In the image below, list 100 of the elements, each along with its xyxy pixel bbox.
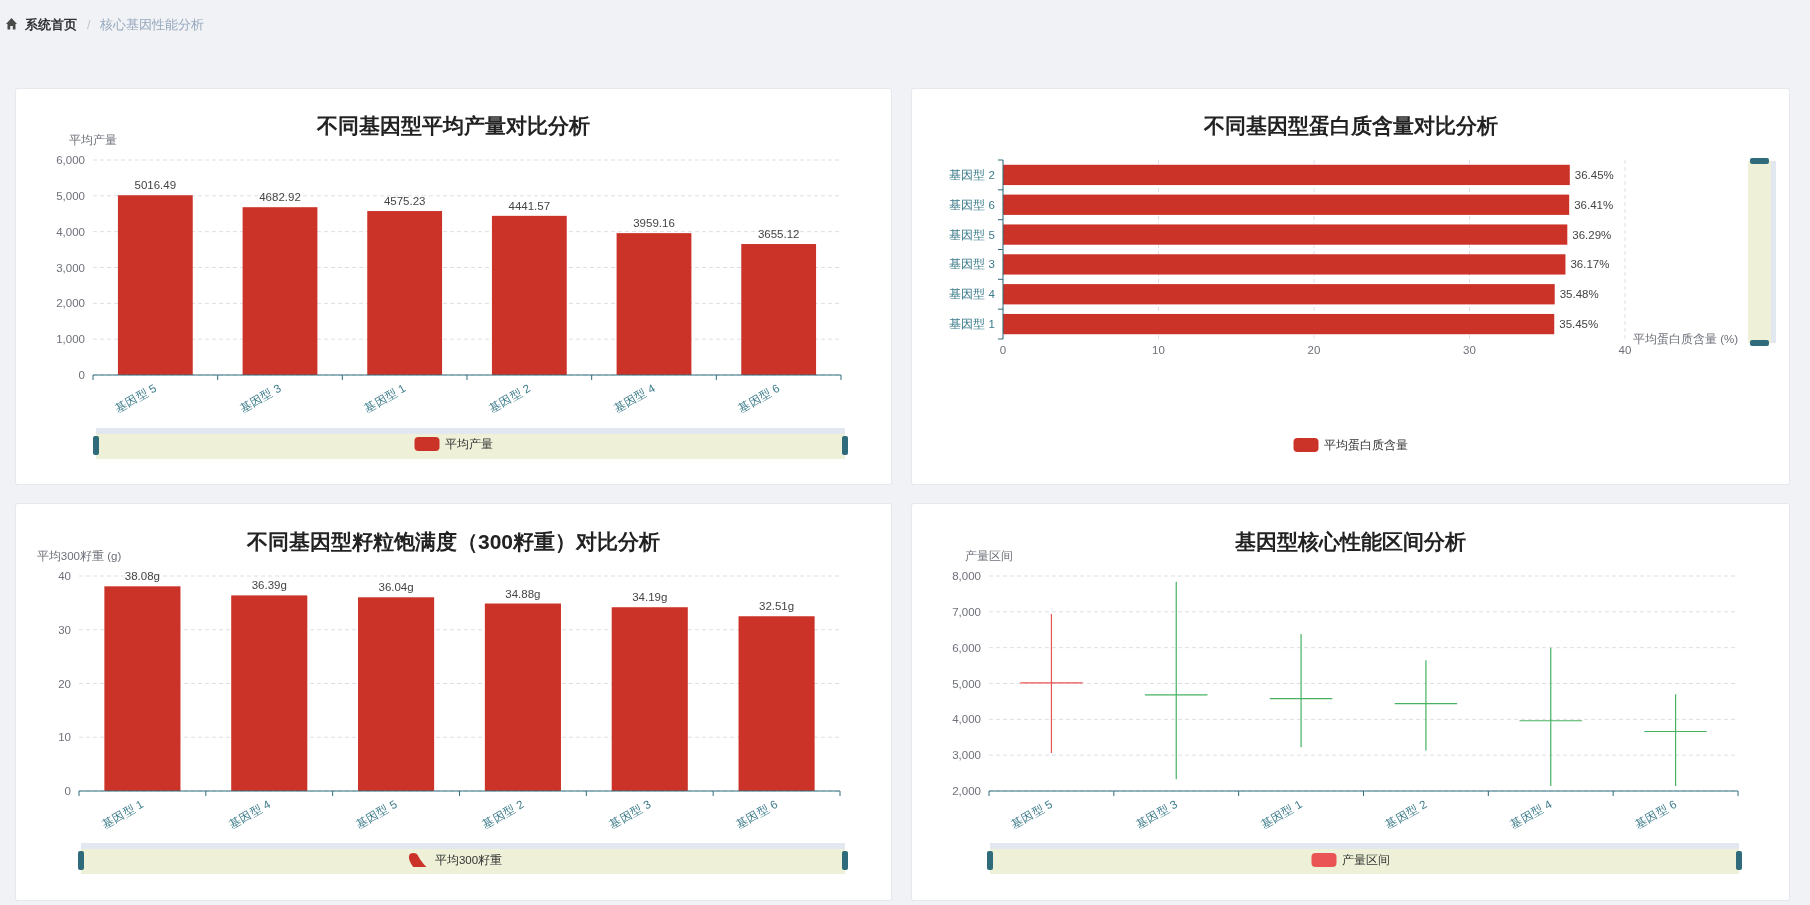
candlestick (1144, 581, 1209, 780)
data-label: 34.88g (505, 587, 541, 600)
x-tick-label: 基因型 3 (1133, 797, 1180, 832)
y-tick-label: 3,000 (56, 261, 85, 274)
y-tick-label: 8,000 (952, 570, 981, 582)
data-label: 32.51g (758, 600, 795, 613)
x-tick-label: 基因型 5 (1008, 797, 1055, 831)
bar (1003, 284, 1555, 305)
chart-title: 不同基因型蛋白质含量对比分析 (1202, 114, 1498, 137)
bar (1003, 164, 1570, 186)
y-tick-label: 基因型 2 (949, 168, 995, 181)
y-tick-label: 4,000 (952, 713, 981, 726)
y-tick-label: 5,000 (952, 677, 981, 690)
x-tick-label: 基因型 6 (736, 381, 782, 416)
bar (1003, 224, 1568, 245)
y-tick-label: 4,000 (56, 225, 85, 238)
x-tick-label: 30 (1463, 344, 1476, 356)
data-label: 36.45% (1574, 168, 1614, 181)
y-tick-label: 基因型 4 (949, 288, 996, 301)
bar (1003, 254, 1566, 275)
data-label: 34.19g (632, 591, 668, 604)
chart-title: 不同基因型平均产量对比分析 (316, 114, 590, 137)
x-tick-label: 基因型 1 (99, 797, 146, 831)
y-tick-label: 5,000 (56, 189, 85, 202)
y-tick-label: 2,000 (56, 297, 85, 310)
data-label: 4575.23 (383, 195, 426, 208)
bar (242, 207, 318, 375)
y-tick-label: 2,000 (952, 785, 981, 797)
bar (738, 616, 815, 791)
x-tick-label: 基因型 4 (226, 797, 273, 832)
bar (491, 215, 567, 375)
bar (358, 597, 435, 791)
x-tick-label: 基因型 2 (480, 797, 526, 831)
bar (1003, 313, 1555, 335)
y-tick-label: 30 (58, 623, 71, 636)
data-label: 4682.92 (259, 191, 301, 204)
candlestick (1269, 633, 1333, 748)
x-tick-label: 基因型 1 (1258, 797, 1305, 831)
data-label: 3655.12 (757, 228, 800, 241)
y-axis-title: 平均300籽重 (g) (36, 550, 122, 562)
y-tick-label: 3,000 (952, 749, 981, 762)
x-tick-label: 基因型 6 (734, 797, 780, 831)
data-label: 36.29% (1572, 228, 1612, 241)
bar (104, 586, 181, 791)
y-axis-title: 产量区间 (965, 549, 1013, 562)
y-tick-label: 6,000 (56, 154, 85, 166)
bar (1003, 194, 1570, 215)
y-tick-label: 10 (58, 731, 71, 744)
bar (741, 244, 817, 375)
data-label: 36.41% (1574, 198, 1614, 211)
y-tick-label: 基因型 5 (949, 228, 995, 241)
y-axis-title: 平均产量 (69, 133, 117, 146)
y-tick-label: 7,000 (952, 605, 981, 618)
y-tick-label: 基因型 1 (949, 318, 995, 331)
x-tick-label: 10 (1152, 344, 1165, 356)
candlestick (1643, 693, 1708, 787)
y-tick-label: 基因型 6 (949, 198, 995, 211)
chart-title: 基因型核心性能区间分析 (1234, 530, 1466, 553)
text: 核心基因性能分析 (99, 17, 205, 32)
data-label: 3959.16 (633, 217, 675, 230)
legend-label: 产量区间 (1341, 853, 1390, 866)
chart-title: 不同基因型籽粒饱满度（300籽重）对比分析 (245, 530, 661, 553)
x-tick-label: 基因型 2 (1383, 797, 1429, 831)
bar (611, 607, 688, 791)
x-tick-label: 0 (999, 344, 1007, 356)
data-label: 38.08g (124, 570, 161, 583)
x-axis-title: 平均蛋白质含量 (%) (1633, 333, 1739, 345)
y-tick-label: 40 (58, 570, 71, 582)
y-tick-label: 20 (58, 677, 71, 690)
x-tick-label: 基因型 1 (362, 381, 408, 416)
data-label: 36.39g (251, 579, 287, 592)
legend-label: 平均蛋白质含量 (1323, 439, 1408, 451)
x-tick-label: 40 (1618, 344, 1632, 356)
x-tick-label: 基因型 4 (1508, 797, 1555, 832)
y-tick-label: 6,000 (952, 641, 981, 654)
data-label: 36.04g (378, 581, 414, 594)
legend-label: 平均产量 (444, 437, 493, 450)
candlestick (1019, 613, 1084, 754)
bar (484, 603, 561, 791)
x-tick-label: 基因型 4 (611, 381, 658, 415)
candlestick (1518, 647, 1583, 787)
data-label: 35.48% (1559, 288, 1599, 301)
x-tick-label: 基因型 6 (1633, 797, 1679, 831)
data-label: 5016.49 (134, 179, 177, 192)
x-tick-label: 基因型 3 (237, 381, 283, 415)
x-tick-label: 基因型 5 (112, 381, 159, 415)
bar (117, 195, 193, 375)
legend-label: 平均300籽重 (434, 854, 503, 866)
y-tick-label: 基因型 3 (949, 258, 995, 271)
y-tick-label: 0 (78, 369, 85, 381)
x-tick-label: 20 (1307, 344, 1321, 356)
candlestick (1394, 659, 1458, 752)
x-tick-label: 基因型 5 (353, 797, 400, 831)
data-label: 35.45% (1559, 318, 1599, 331)
data-label: 36.17% (1570, 258, 1610, 271)
text: 系统首页 (24, 17, 77, 32)
bar (616, 233, 692, 375)
x-tick-label: 基因型 3 (607, 797, 653, 832)
data-label: 4441.57 (508, 199, 551, 212)
text: / (87, 18, 91, 32)
